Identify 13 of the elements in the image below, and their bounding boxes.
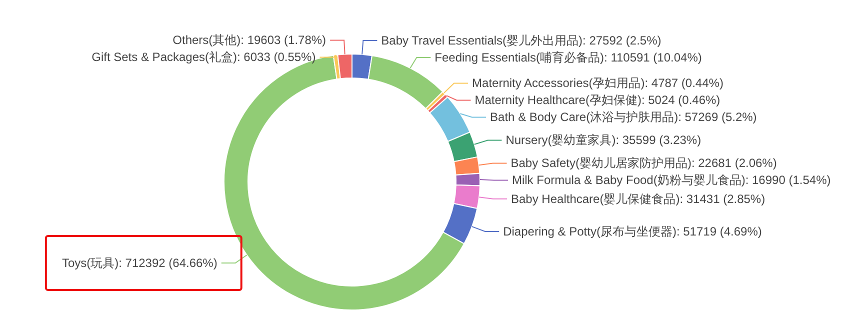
slice-label: Gift Sets & Packages(礼盒): 6033 (0.55%) [92,50,316,64]
slice-label: Maternity Healthcare(孕妇保健): 5024 (0.46%) [474,93,720,108]
slice-label: Baby Travel Essentials(婴儿外出用品): 27592 (2.5%) [381,33,662,48]
slice-label: Baby Healthcare(婴儿保健食品): 31431 (2.85%) [511,192,766,206]
slice-label: Baby Safety(婴幼儿居家防护用品): 22681 (2.06%) [510,156,777,170]
slice-label: Others(其他): 19603 (1.78%) [172,33,326,48]
slice-label: Milk Formula & Baby Food(奶粉与婴儿食品): 16990 (1.54%) [512,173,831,188]
slice-label: Maternity Accessories(孕妇用品): 4787 (0.44%) [472,76,724,90]
slice-label: Bath & Body Care(沐浴与护肤用品): 57269 (5.2%) [490,110,757,124]
slice-label: Toys(玩具): 712392 (64.66%) [62,256,218,270]
slice-label: Feeding Essentials(哺育必备品): 110591 (10.04%) [434,50,702,64]
slice-label: Diapering & Potty(尿布与坐便器): 51719 (4.69%) [503,224,762,238]
slice-label: Nursery(婴幼童家具): 35599 (3.23%) [506,133,702,148]
